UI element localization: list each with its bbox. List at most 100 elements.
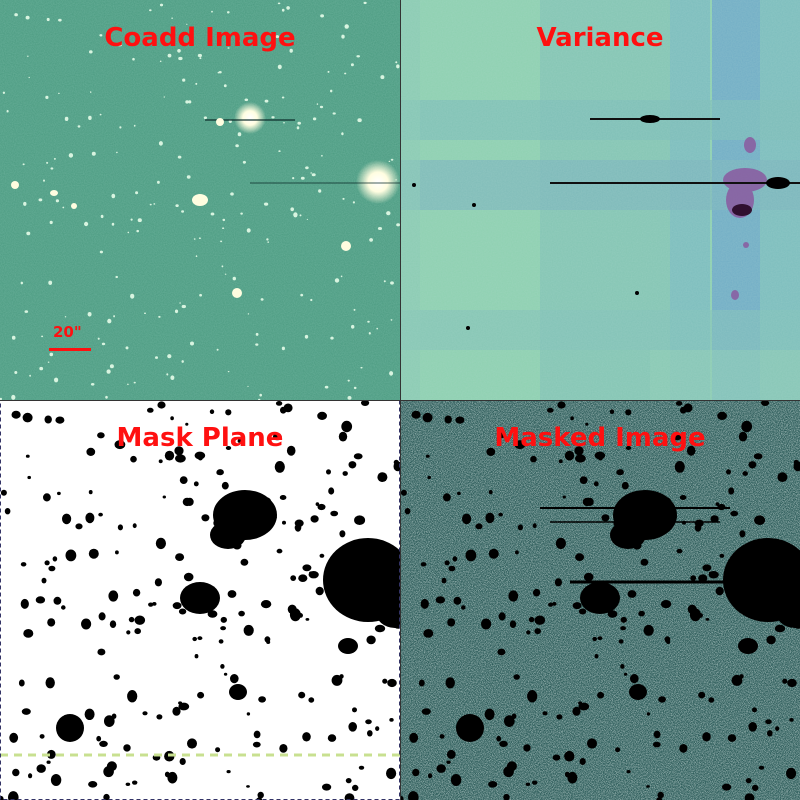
source-blob <box>366 635 376 645</box>
source-blob <box>758 765 765 770</box>
source-blob <box>575 553 585 561</box>
source-blob <box>286 6 290 10</box>
source-blob <box>88 115 92 120</box>
source-blob <box>623 672 628 676</box>
source-blob <box>246 785 250 788</box>
source-blob <box>222 227 225 229</box>
source-blob <box>88 490 93 495</box>
source-blob <box>698 574 708 582</box>
source-blob <box>12 768 20 777</box>
source-blob <box>195 82 198 85</box>
source-blob <box>786 767 797 780</box>
source-blob <box>390 319 393 321</box>
source-blob <box>710 515 719 523</box>
source-blob <box>97 432 105 439</box>
source-blob <box>386 211 391 216</box>
source-blob <box>396 223 400 227</box>
source-blob <box>698 691 706 699</box>
source-blob <box>348 461 357 469</box>
source-blob <box>54 377 59 383</box>
source-blob <box>395 61 398 64</box>
source-blob <box>690 575 697 581</box>
source-blob <box>6 109 9 113</box>
source-blob <box>344 24 349 29</box>
source-blob <box>418 679 425 687</box>
source-blob <box>28 773 33 779</box>
source-blob <box>530 455 537 463</box>
source-blob <box>85 512 95 524</box>
source-blob <box>488 490 493 495</box>
mask-plane-title: Mask Plane <box>116 423 284 453</box>
source-blob <box>363 1 367 5</box>
source-blob <box>230 674 239 684</box>
variance-title: Variance <box>536 23 664 53</box>
source-blob <box>177 49 181 53</box>
source-blob <box>309 571 314 575</box>
source-blob <box>126 630 131 635</box>
source-blob <box>564 450 575 461</box>
source-blob <box>515 550 519 555</box>
source-blob <box>300 176 305 180</box>
source-blob <box>525 782 531 786</box>
source-blob <box>383 280 386 283</box>
source-blob <box>246 712 251 716</box>
source-blob <box>638 610 645 617</box>
source-blob <box>260 600 272 609</box>
source-blob <box>227 11 230 14</box>
source-blob <box>594 654 599 659</box>
source-blob <box>741 420 753 433</box>
source-blob <box>511 713 517 719</box>
source-blob <box>509 620 517 628</box>
source-blob <box>722 783 732 791</box>
source-blob <box>532 780 538 785</box>
source-blob <box>369 238 373 242</box>
source-blob <box>679 744 688 753</box>
source-blob <box>523 744 531 752</box>
source-blob <box>298 691 306 699</box>
source-blob <box>163 96 165 98</box>
source-blob <box>90 383 95 386</box>
source-blob <box>75 523 83 530</box>
source-blob <box>194 654 199 659</box>
source-blob <box>532 523 537 529</box>
source-blob <box>368 332 371 335</box>
source-blob <box>327 70 330 73</box>
source-blob <box>201 514 210 522</box>
source-blob <box>488 548 499 559</box>
source-blob <box>446 749 456 759</box>
source-blob <box>174 309 179 314</box>
source-blob <box>255 332 259 336</box>
source-blob <box>279 495 287 500</box>
source-blob <box>675 401 683 406</box>
source-blob <box>277 2 281 5</box>
source-blob <box>193 481 199 487</box>
source-blob <box>28 76 30 79</box>
source-blob <box>152 602 157 606</box>
source-blob <box>305 166 309 170</box>
source-blob <box>287 604 297 614</box>
source-blob <box>246 228 251 233</box>
source-blob <box>232 276 236 281</box>
source-blob <box>127 231 130 234</box>
source-blob <box>578 608 587 615</box>
source-blob <box>354 515 366 525</box>
source-blob <box>178 56 183 61</box>
source-blob <box>38 198 43 202</box>
source-blob <box>43 179 45 182</box>
source-blob <box>388 160 391 162</box>
source-blob <box>238 40 241 42</box>
source-blob <box>481 618 492 630</box>
source-blob <box>621 481 629 490</box>
source-blob <box>752 784 759 791</box>
source-blob <box>87 312 92 317</box>
source-blob <box>281 96 285 99</box>
source-blob <box>672 432 682 441</box>
source-blob <box>298 574 308 582</box>
source-blob <box>445 677 455 689</box>
source-blob <box>427 475 431 480</box>
source-blob <box>441 577 447 584</box>
source-blob <box>360 366 363 369</box>
source-blob <box>294 519 304 527</box>
source-blob <box>552 602 557 606</box>
source-blob <box>20 598 29 609</box>
